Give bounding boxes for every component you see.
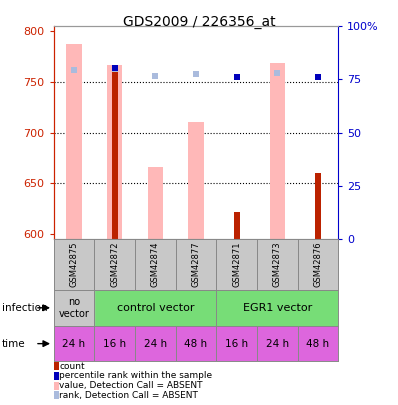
Text: count: count <box>59 362 85 371</box>
Bar <box>54 290 94 326</box>
Text: EGR1 vector: EGR1 vector <box>243 303 312 313</box>
Bar <box>112 65 118 239</box>
Bar <box>107 65 123 239</box>
Text: infection: infection <box>2 303 48 313</box>
Text: GSM42871: GSM42871 <box>232 241 241 287</box>
Bar <box>234 212 240 239</box>
Bar <box>315 173 321 239</box>
Bar <box>148 167 163 239</box>
Text: no
vector: no vector <box>59 297 90 319</box>
Bar <box>66 44 82 239</box>
Text: GSM42876: GSM42876 <box>314 241 322 287</box>
Text: 16 h: 16 h <box>103 339 126 349</box>
Text: GSM42872: GSM42872 <box>110 241 119 287</box>
Text: percentile rank within the sample: percentile rank within the sample <box>59 371 213 380</box>
Text: GSM42873: GSM42873 <box>273 241 282 287</box>
Text: 48 h: 48 h <box>184 339 208 349</box>
Text: rank, Detection Call = ABSENT: rank, Detection Call = ABSENT <box>59 391 198 400</box>
Text: GSM42875: GSM42875 <box>70 241 78 287</box>
Text: 16 h: 16 h <box>225 339 248 349</box>
Bar <box>188 122 204 239</box>
Text: 48 h: 48 h <box>306 339 330 349</box>
Text: GDS2009 / 226356_at: GDS2009 / 226356_at <box>123 15 275 30</box>
Text: control vector: control vector <box>117 303 194 313</box>
Text: GSM42877: GSM42877 <box>191 241 201 287</box>
Text: 24 h: 24 h <box>144 339 167 349</box>
Text: 24 h: 24 h <box>266 339 289 349</box>
Bar <box>269 63 285 239</box>
Text: time: time <box>2 339 25 349</box>
Text: GSM42874: GSM42874 <box>151 241 160 287</box>
Text: 24 h: 24 h <box>62 339 86 349</box>
Text: value, Detection Call = ABSENT: value, Detection Call = ABSENT <box>59 381 203 390</box>
